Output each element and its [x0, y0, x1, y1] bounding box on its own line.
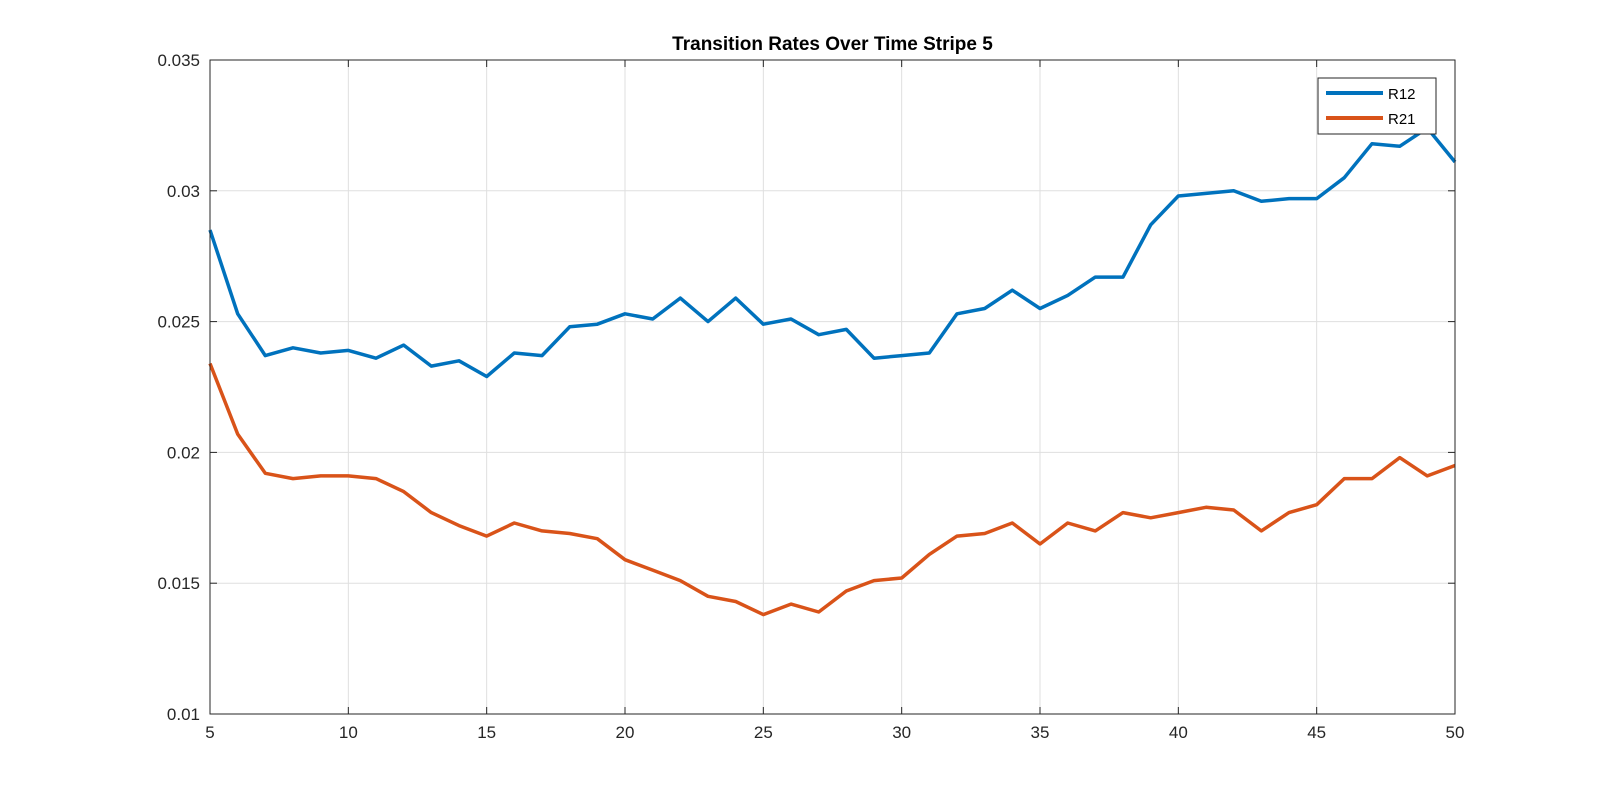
y-tick-label: 0.02 — [167, 443, 200, 462]
chart-title: Transition Rates Over Time Stripe 5 — [672, 34, 993, 55]
x-tick-label: 25 — [754, 723, 773, 742]
x-tick-label: 5 — [205, 723, 214, 742]
x-axis: 5 10 15 20 25 30 35 40 45 50 — [205, 60, 1464, 742]
series-line-r21 — [208, 362, 1456, 617]
y-tick-label: 0.025 — [157, 313, 200, 332]
legend-label: R21 — [1388, 111, 1416, 128]
grid-lines — [210, 60, 1455, 714]
y-tick-label: 0.015 — [157, 574, 200, 593]
y-tick-label: 0.035 — [157, 51, 200, 70]
y-axis: 0.01 0.015 0.02 0.025 0.03 0.035 — [157, 51, 1455, 724]
x-tick-label: 45 — [1307, 723, 1326, 742]
x-tick-label: 10 — [339, 723, 358, 742]
legend-label: R12 — [1388, 86, 1416, 103]
x-tick-label: 40 — [1169, 723, 1188, 742]
x-tick-label: 35 — [1031, 723, 1050, 742]
x-tick-label: 50 — [1446, 723, 1465, 742]
y-tick-label: 0.03 — [167, 182, 200, 201]
series-layer — [208, 126, 1457, 617]
axes-box — [209, 59, 1456, 715]
x-tick-label: 30 — [892, 723, 911, 742]
x-tick-label: 20 — [616, 723, 635, 742]
legend-box — [1317, 77, 1437, 135]
y-tick-label: 0.01 — [167, 705, 200, 724]
plot-area — [210, 60, 1455, 714]
series-line-r12 — [208, 126, 1457, 379]
x-tick-label: 15 — [477, 723, 496, 742]
